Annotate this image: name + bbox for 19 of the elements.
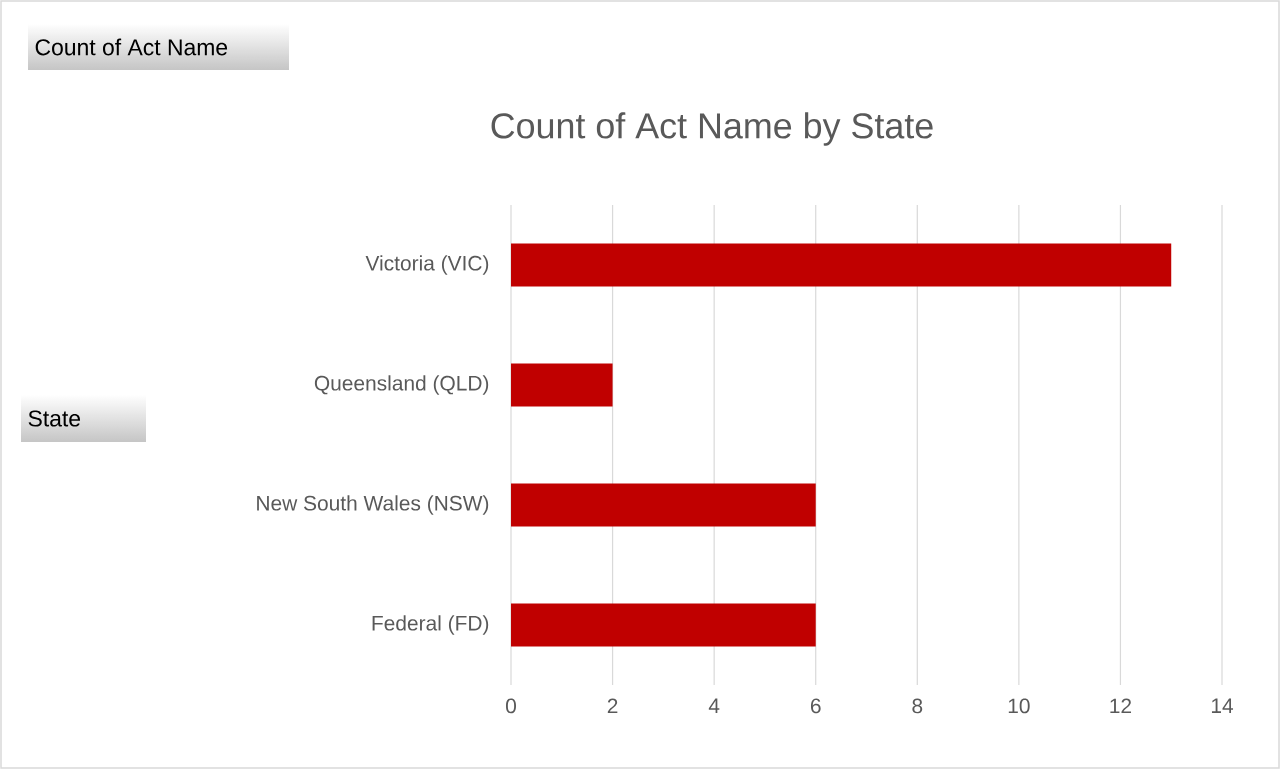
y-tick-label: Victoria (VIC) — [365, 255, 489, 275]
text: Count of Act Name — [35, 38, 228, 56]
x-tick-label: 8 — [912, 698, 923, 714]
chart-title: Count of Act Name by State — [491, 112, 933, 146]
y-tick-label: Federal (FD) — [372, 615, 489, 635]
y-tick-label: Queensland (QLD) — [314, 375, 489, 395]
x-tick-label: 6 — [810, 698, 821, 714]
x-tick-label: 2 — [607, 698, 618, 714]
bar — [511, 483, 816, 527]
x-tick-label: 14 — [1211, 698, 1234, 713]
x-tick-label: 0 — [506, 698, 516, 714]
x-tick-label: 12 — [1110, 698, 1132, 714]
x-tick-label: 10 — [1008, 698, 1030, 714]
y-tick-label: New South Wales (NSW) — [257, 495, 489, 515]
x-tick-label: 4 — [708, 698, 720, 713]
bar — [511, 363, 613, 407]
bar — [511, 603, 816, 647]
bar — [511, 243, 1172, 287]
text: State — [28, 410, 81, 427]
